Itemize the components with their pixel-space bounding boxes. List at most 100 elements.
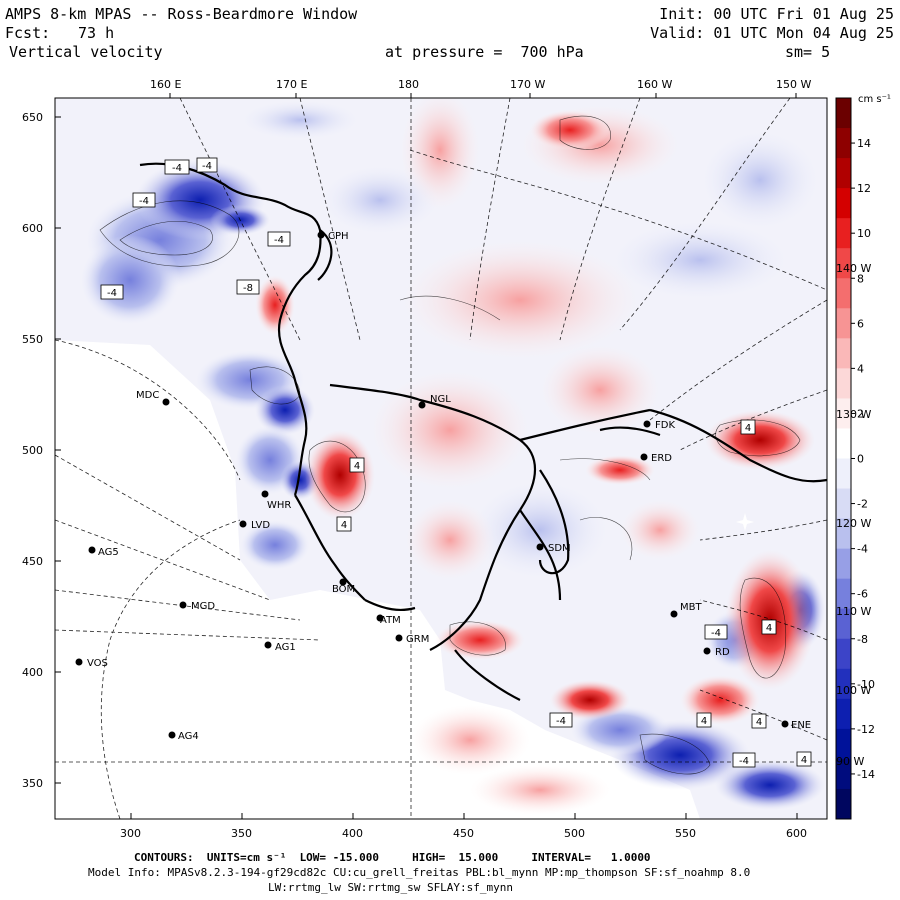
contour-label: 4 (341, 520, 347, 531)
colorbar-swatch (836, 308, 851, 339)
colorbar-swatch (836, 368, 851, 399)
x-tick-label: 350 (231, 827, 252, 840)
colorbar-tick-label: -14 (857, 768, 875, 781)
lon-label: 120 W (836, 517, 872, 530)
colorbar-tick-label: -10 (857, 678, 875, 691)
station-label: AG1 (275, 642, 296, 653)
colorbar-tick-label: 8 (857, 272, 864, 285)
lon-label: 160 E (150, 78, 182, 91)
y-tick-label: 500 (22, 444, 43, 457)
colorbar-tick-label: 0 (857, 453, 864, 466)
y-tick-label: 600 (22, 222, 43, 235)
colorbar-swatch (836, 698, 851, 730)
contour-label: -4 (711, 628, 721, 639)
station-label: ATM (380, 615, 401, 626)
station-label: MGD (191, 601, 215, 612)
x-tick-label: 550 (675, 827, 696, 840)
lon-label: 100 W (836, 684, 872, 697)
smoothing-value: sm= 5 (785, 43, 831, 61)
colorbar-tick-label: 14 (857, 137, 871, 150)
colorbar-swatch (836, 188, 851, 219)
colorbar-tick-label: 12 (857, 182, 871, 195)
station-label: MBT (680, 602, 702, 613)
station-label: RD (715, 647, 730, 658)
field-name: Vertical velocity (9, 43, 163, 61)
x-tick-label: 450 (453, 827, 474, 840)
y-tick-label: 650 (22, 111, 43, 124)
contour-label: -4 (107, 288, 117, 299)
colorbar: 14 12 10 8 6 4 2 0 -2 -4 -6 -8 -10 -12 -14 (835, 97, 875, 820)
x-tick-label: 500 (564, 827, 585, 840)
colorbar-tick-label: -2 (857, 498, 868, 511)
station-label: LVD (251, 520, 270, 531)
coastline (139, 162, 827, 701)
lon-label: 180 (398, 78, 419, 91)
station-label: WHR (267, 500, 291, 511)
x-tick-label: 400 (342, 827, 363, 840)
station-markers: CPH MDC NGL FDK ERD WHR LVD AG5 SDM MGD … (75, 231, 811, 742)
contour-label: 4 (701, 716, 707, 727)
station-label: ENE (791, 720, 811, 731)
colorbar-swatch (836, 488, 851, 520)
contour-label: -4 (274, 235, 284, 246)
colorbar-swatch (836, 338, 851, 369)
station-label: FDK (655, 420, 675, 431)
station-label: GRM (406, 634, 429, 645)
colorbar-swatch (836, 98, 851, 129)
plot-area: -4 -4 -4 -4 -4 4 4 4 -8 -4 4 4 -4 -4 4 4… (55, 98, 827, 819)
contour-label: -4 (202, 161, 212, 172)
x-tick-label: 600 (786, 827, 807, 840)
pressure-level: at pressure = 700 hPa (385, 43, 584, 61)
forecast-hour: 73 h (78, 24, 115, 42)
y-tick-label: 450 (22, 555, 43, 568)
init-time: Init: 00 UTC Fri 01 Aug 25 (659, 5, 894, 23)
graticule (55, 98, 827, 819)
lon-label: 130 W (836, 408, 872, 421)
station-label: MDC (136, 390, 159, 401)
pole-star-icon (736, 513, 754, 531)
contour-info: CONTOURS: UNITS=cm s⁻¹ LOW= -15.000 HIGH… (134, 851, 651, 864)
colorbar-tick-label: 2 (857, 407, 864, 420)
axis-ticks (55, 93, 798, 819)
colorbar-swatch (836, 128, 851, 159)
colorbar-swatch (836, 518, 851, 550)
colorbar-swatch (836, 218, 851, 249)
station-label: AG5 (98, 547, 119, 558)
contour-label: -8 (243, 283, 253, 294)
colorbar-swatch (836, 458, 851, 490)
model-info: Model Info: MPASv8.2.3-194-gf29cd82c CU:… (88, 866, 751, 879)
contour-label: 4 (801, 755, 807, 766)
colorbar-swatch (836, 578, 851, 610)
colorbar-swatch (836, 248, 851, 279)
colorbar-tick-label: 4 (857, 362, 864, 375)
colorbar-swatch (836, 758, 851, 790)
y-tick-label: 350 (22, 777, 43, 790)
lon-label: 160 W (637, 78, 673, 91)
plot-frame (54, 97, 828, 820)
station-label: SDM (548, 543, 571, 554)
contour-label: -4 (172, 163, 182, 174)
y-tick-label: 400 (22, 666, 43, 679)
x-tick-label: 300 (120, 827, 141, 840)
contour-label: 4 (766, 623, 772, 634)
station-label: ERD (651, 453, 672, 464)
colorbar-swatch (836, 428, 851, 459)
contour-label: 4 (354, 461, 360, 472)
colorbar-swatch (836, 158, 851, 189)
lon-label: 90 W (836, 755, 865, 768)
contour-label: 4 (745, 423, 751, 434)
colorbar-tick-label: 10 (857, 227, 871, 240)
station-label: AG4 (178, 731, 199, 742)
colorbar-unit: cm s⁻¹ (858, 94, 891, 105)
colorbar-swatch (836, 638, 851, 670)
map-title: AMPS 8-km MPAS -- Ross-Beardmore Window (5, 5, 358, 23)
colorbar-tick-label: -12 (857, 723, 875, 736)
lon-label: 110 W (836, 605, 872, 618)
y-tick-label: 550 (22, 333, 43, 346)
colorbar-tick-label: -8 (857, 633, 868, 646)
colorbar-swatch (836, 548, 851, 580)
lon-label: 150 W (776, 78, 812, 91)
contour-label: -4 (739, 756, 749, 767)
contour-label: 4 (756, 717, 762, 728)
